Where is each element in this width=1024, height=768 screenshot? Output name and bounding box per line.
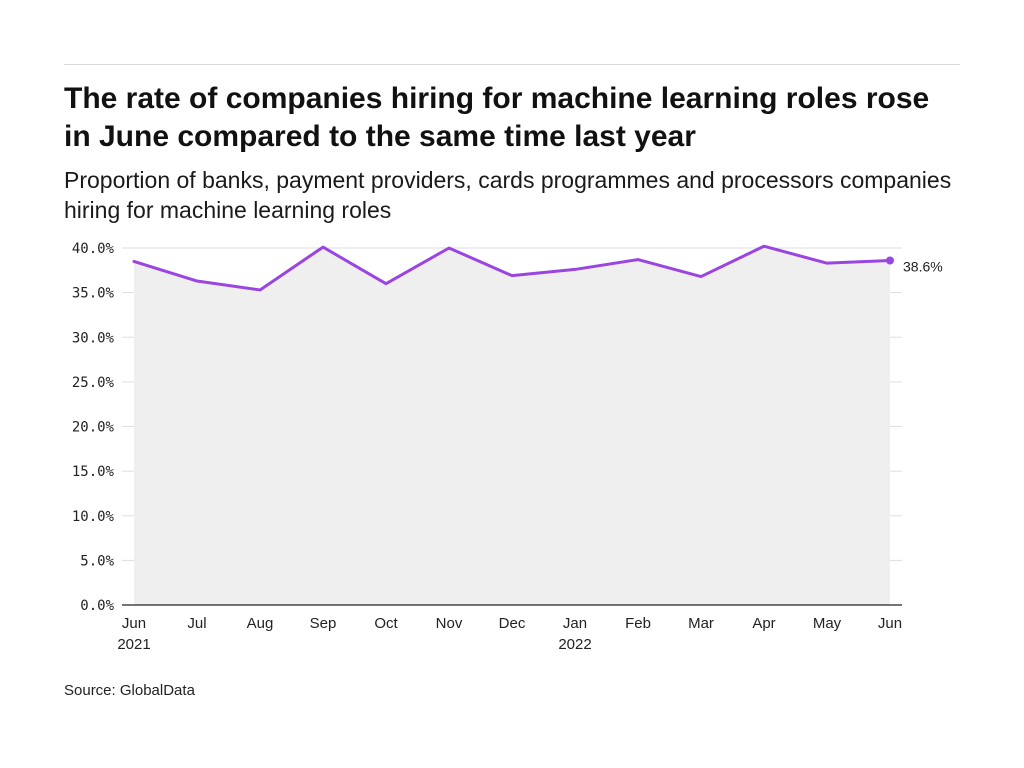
x-tick-label: Mar [688, 615, 714, 632]
x-tick-label: Nov [436, 615, 463, 632]
end-value-label: 38.6% [903, 258, 943, 274]
x-tick-year-label: 2021 [117, 636, 150, 653]
x-tick-year-label: 2022 [558, 636, 591, 653]
x-axis-ticks: Jun 2021 Jul Aug Sep Oct Nov Dec Jan 2022 Feb Mar Ap… [117, 615, 902, 653]
y-tick-label: 10.0% [72, 509, 115, 525]
y-tick-label: 0.0% [80, 598, 114, 614]
y-tick-label: 15.0% [72, 464, 115, 480]
x-tick-label: Dec [499, 615, 526, 632]
x-tick-label: Jun [122, 615, 146, 632]
x-tick-label: Jun [878, 615, 902, 632]
y-tick-label: 25.0% [72, 375, 115, 391]
source-note: Source: GlobalData [64, 682, 195, 699]
x-tick-label: Apr [752, 615, 775, 632]
y-tick-label: 35.0% [72, 286, 115, 302]
y-tick-label: 40.0% [72, 241, 115, 257]
y-tick-label: 30.0% [72, 330, 115, 346]
series-line [132, 244, 892, 292]
x-tick-label: Jul [187, 615, 206, 632]
y-axis-ticks: 0.0% 5.0% 10.0% 15.0% 20.0% 25.0% 30.0% 35.0% 40… [72, 241, 115, 614]
x-tick-label: Oct [374, 615, 398, 632]
x-tick-label: Feb [625, 615, 651, 632]
chart-title: The rate of companies hiring for machine… [64, 82, 930, 153]
top-rule [64, 64, 960, 65]
x-tick-label: Jan [563, 615, 587, 632]
area-fill [134, 246, 890, 605]
x-tick-label: Sep [310, 615, 337, 632]
x-tick-label: May [813, 615, 842, 632]
y-tick-label: 20.0% [72, 420, 115, 436]
end-point-marker [886, 256, 894, 265]
y-tick-label: 5.0% [80, 553, 114, 569]
x-tick-label: Aug [247, 615, 274, 632]
chart-subtitle: Proportion of banks, payment providers, … [64, 167, 952, 223]
